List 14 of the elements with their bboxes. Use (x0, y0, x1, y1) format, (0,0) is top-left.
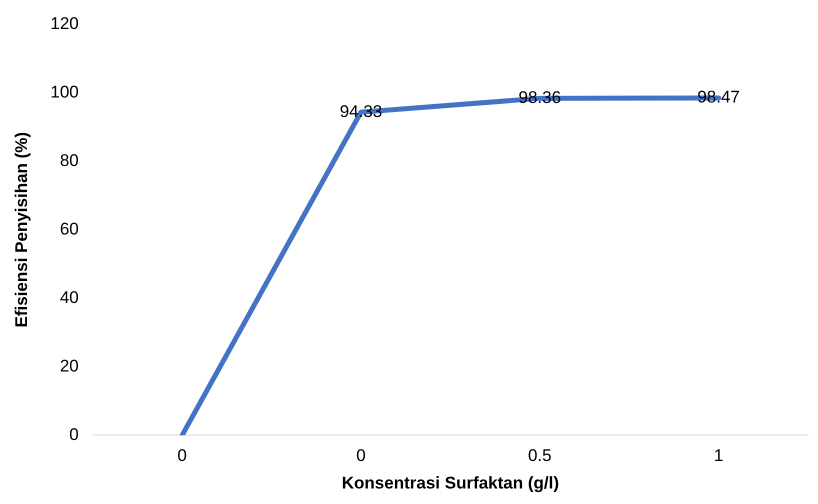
data-label: 98.47 (697, 88, 740, 107)
x-axis-title: Konsentrasi Surfaktan (g/l) (342, 473, 560, 492)
x-tick-label: 1 (714, 446, 724, 466)
y-axis-title: Efisiensi Penyisihan (%) (12, 132, 31, 328)
y-tick-label: 120 (50, 14, 79, 33)
x-tick-label: 0.5 (528, 446, 552, 466)
y-tick-label: 20 (60, 356, 79, 376)
y-tick-label: 80 (60, 150, 79, 170)
x-tick-label: 0 (356, 446, 366, 466)
x-tick-label: 0 (177, 446, 187, 466)
y-tick-label: 100 (50, 82, 79, 102)
y-tick-label: 60 (60, 219, 79, 238)
y-tick-label: 40 (60, 288, 79, 307)
y-tick-label: 0 (69, 424, 79, 444)
